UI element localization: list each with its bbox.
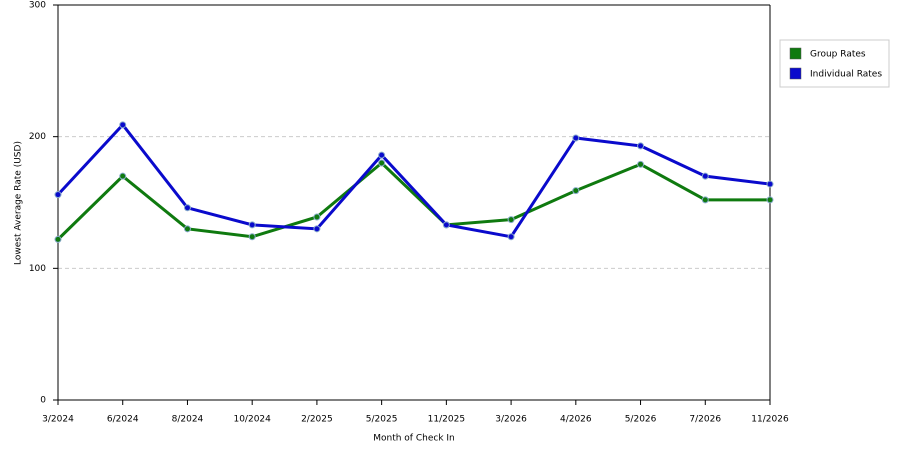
legend-label: Individual Rates bbox=[810, 70, 882, 80]
data-point bbox=[54, 191, 62, 199]
x-tick-label: 7/2026 bbox=[689, 415, 721, 425]
legend-swatch bbox=[789, 67, 802, 80]
data-point bbox=[248, 233, 256, 241]
x-tick-label: 5/2026 bbox=[625, 415, 657, 425]
x-tick-label: 8/2024 bbox=[172, 415, 204, 425]
series-line bbox=[56, 160, 770, 241]
data-point bbox=[119, 172, 127, 180]
data-point bbox=[442, 221, 450, 229]
x-tick-label: 6/2024 bbox=[107, 415, 139, 425]
data-point bbox=[701, 196, 709, 204]
y-tick-label: 300 bbox=[29, 1, 46, 11]
data-point bbox=[183, 204, 191, 212]
x-tick-label: 11/2026 bbox=[751, 415, 789, 425]
y-tick-label: 200 bbox=[29, 132, 46, 142]
x-tick-label: 2/2025 bbox=[301, 415, 333, 425]
data-point bbox=[572, 134, 580, 142]
series-line bbox=[56, 122, 771, 239]
data-point bbox=[507, 216, 515, 224]
data-point bbox=[313, 213, 321, 221]
legend-swatch bbox=[789, 47, 802, 60]
data-point bbox=[183, 225, 191, 233]
data-point bbox=[119, 121, 127, 129]
data-point bbox=[313, 225, 321, 233]
x-tick-label: 10/2024 bbox=[233, 415, 271, 425]
x-tick-label: 5/2025 bbox=[366, 415, 398, 425]
data-point bbox=[766, 180, 774, 188]
data-point bbox=[766, 196, 774, 204]
y-tick-label: 0 bbox=[40, 396, 46, 406]
data-point bbox=[637, 160, 645, 168]
data-point bbox=[54, 235, 62, 243]
y-tick-label: 100 bbox=[29, 264, 46, 274]
data-point bbox=[637, 142, 645, 150]
x-tick-label: 3/2026 bbox=[495, 415, 527, 425]
data-point bbox=[701, 172, 709, 180]
data-point bbox=[572, 187, 580, 195]
legend-label: Group Rates bbox=[810, 50, 866, 60]
x-tick-label: 3/2024 bbox=[42, 415, 74, 425]
data-point bbox=[378, 151, 386, 159]
x-axis-label: Month of Check In bbox=[373, 434, 455, 444]
data-point bbox=[248, 221, 256, 229]
x-tick-label: 4/2026 bbox=[560, 415, 592, 425]
data-point bbox=[507, 233, 515, 241]
data-point bbox=[378, 159, 386, 167]
x-tick-label: 11/2025 bbox=[428, 415, 465, 425]
y-axis-label: Lowest Average Rate (USD) bbox=[14, 141, 24, 265]
legend-box bbox=[779, 39, 890, 88]
